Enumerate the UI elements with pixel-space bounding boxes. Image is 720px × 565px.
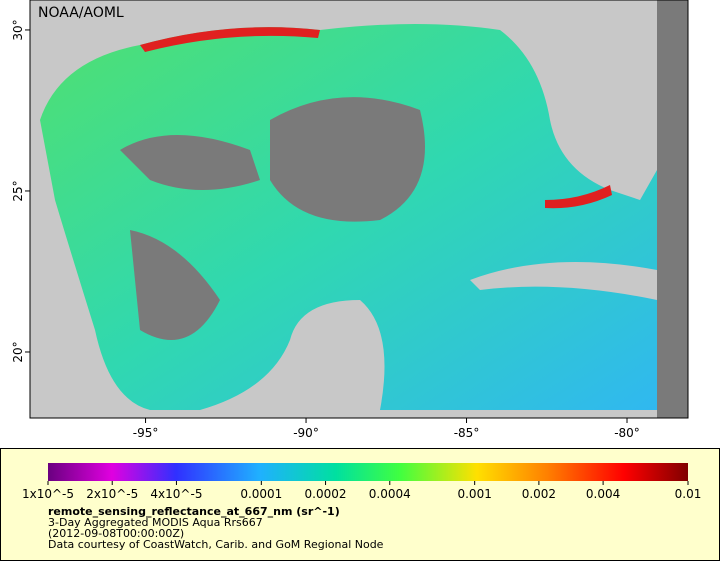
lon-tick-label: -95° xyxy=(133,426,159,440)
no-data xyxy=(120,97,425,340)
colorbar-tick-label: 4x10^-5 xyxy=(150,487,202,501)
lat-tick-label: 25° xyxy=(11,180,25,201)
legend-line: 3-Day Aggregated MODIS Aqua Rrs667 xyxy=(48,516,263,529)
lat-tick-label: 20° xyxy=(11,341,25,362)
colorbar-tick-label: 0.001 xyxy=(457,487,491,501)
colorbar-tick-label: 0.0002 xyxy=(305,487,347,501)
colorbar-tick-label: 0.0001 xyxy=(240,487,282,501)
map: NOAA/AOML xyxy=(29,0,689,419)
legend-line: (2012-09-08T00:00:00Z) xyxy=(48,527,184,540)
lat-tick-label: 30° xyxy=(11,19,25,40)
credit-box xyxy=(34,3,130,21)
lon-tick-label: -80° xyxy=(614,426,640,440)
legend: 1x10^-5 2x10^-5 4x10^-5 0.0001 0.0002 0.0004 0… xyxy=(0,448,720,561)
colorbar-tick-label: 0.002 xyxy=(522,487,556,501)
colorbar-tick-label: 0.004 xyxy=(586,487,620,501)
map-frame xyxy=(29,0,689,419)
colorbar-ticks: 1x10^-5 2x10^-5 4x10^-5 0.0001 0.0002 0.0004 0… xyxy=(22,481,701,501)
colorbar-tick-label: 0.0004 xyxy=(369,487,411,501)
lon-tick-label: -90° xyxy=(293,426,319,440)
lon-tick-label: -85° xyxy=(454,426,480,440)
colorbar-tick-label: 0.01 xyxy=(675,487,702,501)
colorbar-tick-label: 1x10^-5 xyxy=(22,487,74,501)
no-data-strip xyxy=(657,0,688,418)
colorbar-tick-label: 2x10^-5 xyxy=(86,487,138,501)
variable-name: remote_sensing_reflectance_at_667_nm (sr… xyxy=(48,505,340,518)
credit: NOAA/AOML xyxy=(38,5,124,21)
colorbar xyxy=(48,463,688,481)
cuba xyxy=(470,262,657,300)
legend-line: Data courtesy of CoastWatch, Carib. and … xyxy=(48,538,384,551)
map-axes: -95° -90° -85° -80° 30° 25° 20° xyxy=(11,19,640,440)
